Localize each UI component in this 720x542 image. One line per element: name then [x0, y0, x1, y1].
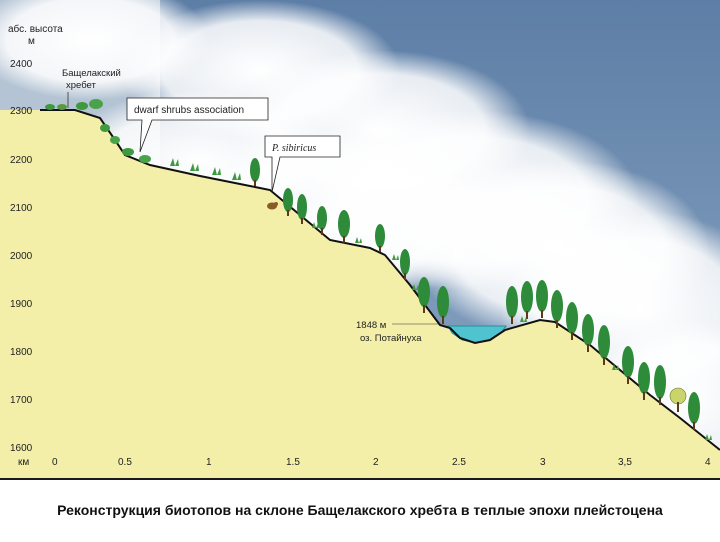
- profile-diagram: абс. высота м 2400 2300 2200 2100 2000 1…: [0, 0, 720, 480]
- shrub-icon: [89, 99, 103, 109]
- x-tick-1: 1: [206, 457, 212, 468]
- tree-icon: [622, 346, 634, 384]
- lake-name-label: оз. Потайнуха: [360, 333, 422, 344]
- ridge-label-line1: Бащелакский: [62, 68, 121, 79]
- tree-icon: [598, 325, 610, 365]
- shrub-icon: [76, 102, 88, 110]
- forest: [250, 158, 700, 430]
- tree-icon: [283, 188, 293, 216]
- y-tick-2000: 2000: [10, 251, 33, 262]
- grass-icon: [232, 172, 241, 180]
- x-tick-2.5: 2.5: [452, 457, 466, 468]
- tree-icon: [551, 290, 563, 328]
- shrub-icon: [45, 104, 55, 110]
- terrain-profile-line: [40, 109, 720, 451]
- grass-icon: [312, 222, 319, 228]
- caption-text: Реконструкция биотопов на склоне Бащелак…: [57, 502, 663, 518]
- x-tick-0: 0: [52, 457, 58, 468]
- callout-shrubs: dwarf shrubs association: [126, 97, 269, 153]
- grass-icon: [190, 163, 199, 171]
- callout-species: P. sibiricus: [264, 135, 341, 193]
- tree-icon: [375, 224, 385, 252]
- grass-icon: [355, 237, 362, 243]
- y-tick-1700: 1700: [10, 395, 33, 406]
- lake-altitude-label: 1848 м: [356, 320, 386, 331]
- shrub-icon: [122, 148, 134, 156]
- grass-icon: [392, 254, 399, 260]
- x-tick-3: 3: [540, 457, 546, 468]
- y-tick-2200: 2200: [10, 155, 33, 166]
- y-axis: абс. высота м 2400 2300 2200 2100 2000 1…: [8, 23, 63, 454]
- x-tick-1.5: 1.5: [286, 457, 300, 468]
- caption-bar: Реконструкция биотопов на склоне Бащелак…: [0, 478, 720, 542]
- x-tick-0.5: 0.5: [118, 457, 132, 468]
- tree-icon: [654, 365, 666, 405]
- callout-shrubs-text: dwarf shrubs association: [134, 105, 244, 116]
- tree-icon: [338, 210, 350, 243]
- tree-icon: [418, 277, 430, 313]
- tree-icon: [536, 280, 548, 318]
- tree-icon: [250, 158, 260, 186]
- shrub-icon: [110, 136, 120, 144]
- profile-svg: абс. высота м 2400 2300 2200 2100 2000 1…: [0, 0, 720, 480]
- y-tick-1800: 1800: [10, 347, 33, 358]
- y-tick-2400: 2400: [10, 59, 33, 70]
- ridge-label-line2: хребет: [66, 80, 97, 91]
- y-axis-title-line1: абс. высота: [8, 23, 63, 35]
- slope-grasses: [312, 222, 712, 440]
- tree-icon: [582, 314, 594, 352]
- tree-icon: [521, 281, 533, 319]
- x-tick-2: 2: [373, 457, 379, 468]
- shrub-icon: [57, 104, 67, 110]
- x-tick-3.5: 3,5: [618, 457, 632, 468]
- tree-icon: [566, 302, 578, 340]
- rodent-icon: [267, 202, 278, 210]
- shrub-icon: [100, 124, 110, 132]
- tree-icon: [506, 286, 518, 324]
- y-tick-1900: 1900: [10, 299, 33, 310]
- callout-species-text: P. sibiricus: [271, 143, 316, 154]
- shrub-icon: [139, 155, 151, 163]
- tree-icon: [297, 194, 307, 224]
- x-tick-4: 4: [705, 457, 711, 468]
- x-axis: км 0 0.5 1 1.5 2 2.5 3 3,5 4: [18, 457, 711, 468]
- tree-icon: [688, 392, 700, 430]
- y-tick-2100: 2100: [10, 203, 33, 214]
- tree-icon: [400, 249, 410, 280]
- x-axis-unit: км: [18, 457, 29, 468]
- terrain-fill: [0, 110, 720, 478]
- y-tick-2300: 2300: [10, 106, 33, 117]
- deciduous-tree-icon: [669, 387, 687, 412]
- tree-icon: [638, 362, 650, 400]
- clouds: [0, 0, 720, 480]
- grass-icon: [612, 364, 619, 370]
- ridge-vegetation: [45, 99, 278, 210]
- grass-icon: [412, 284, 419, 290]
- y-axis-title-line2: м: [28, 36, 35, 47]
- grass-icon: [170, 158, 179, 166]
- tree-icon: [317, 206, 327, 235]
- grass-icon: [520, 316, 527, 322]
- grass-icon: [212, 167, 221, 175]
- grass-icon: [705, 434, 712, 440]
- y-tick-1600: 1600: [10, 443, 33, 454]
- tree-icon: [437, 286, 449, 324]
